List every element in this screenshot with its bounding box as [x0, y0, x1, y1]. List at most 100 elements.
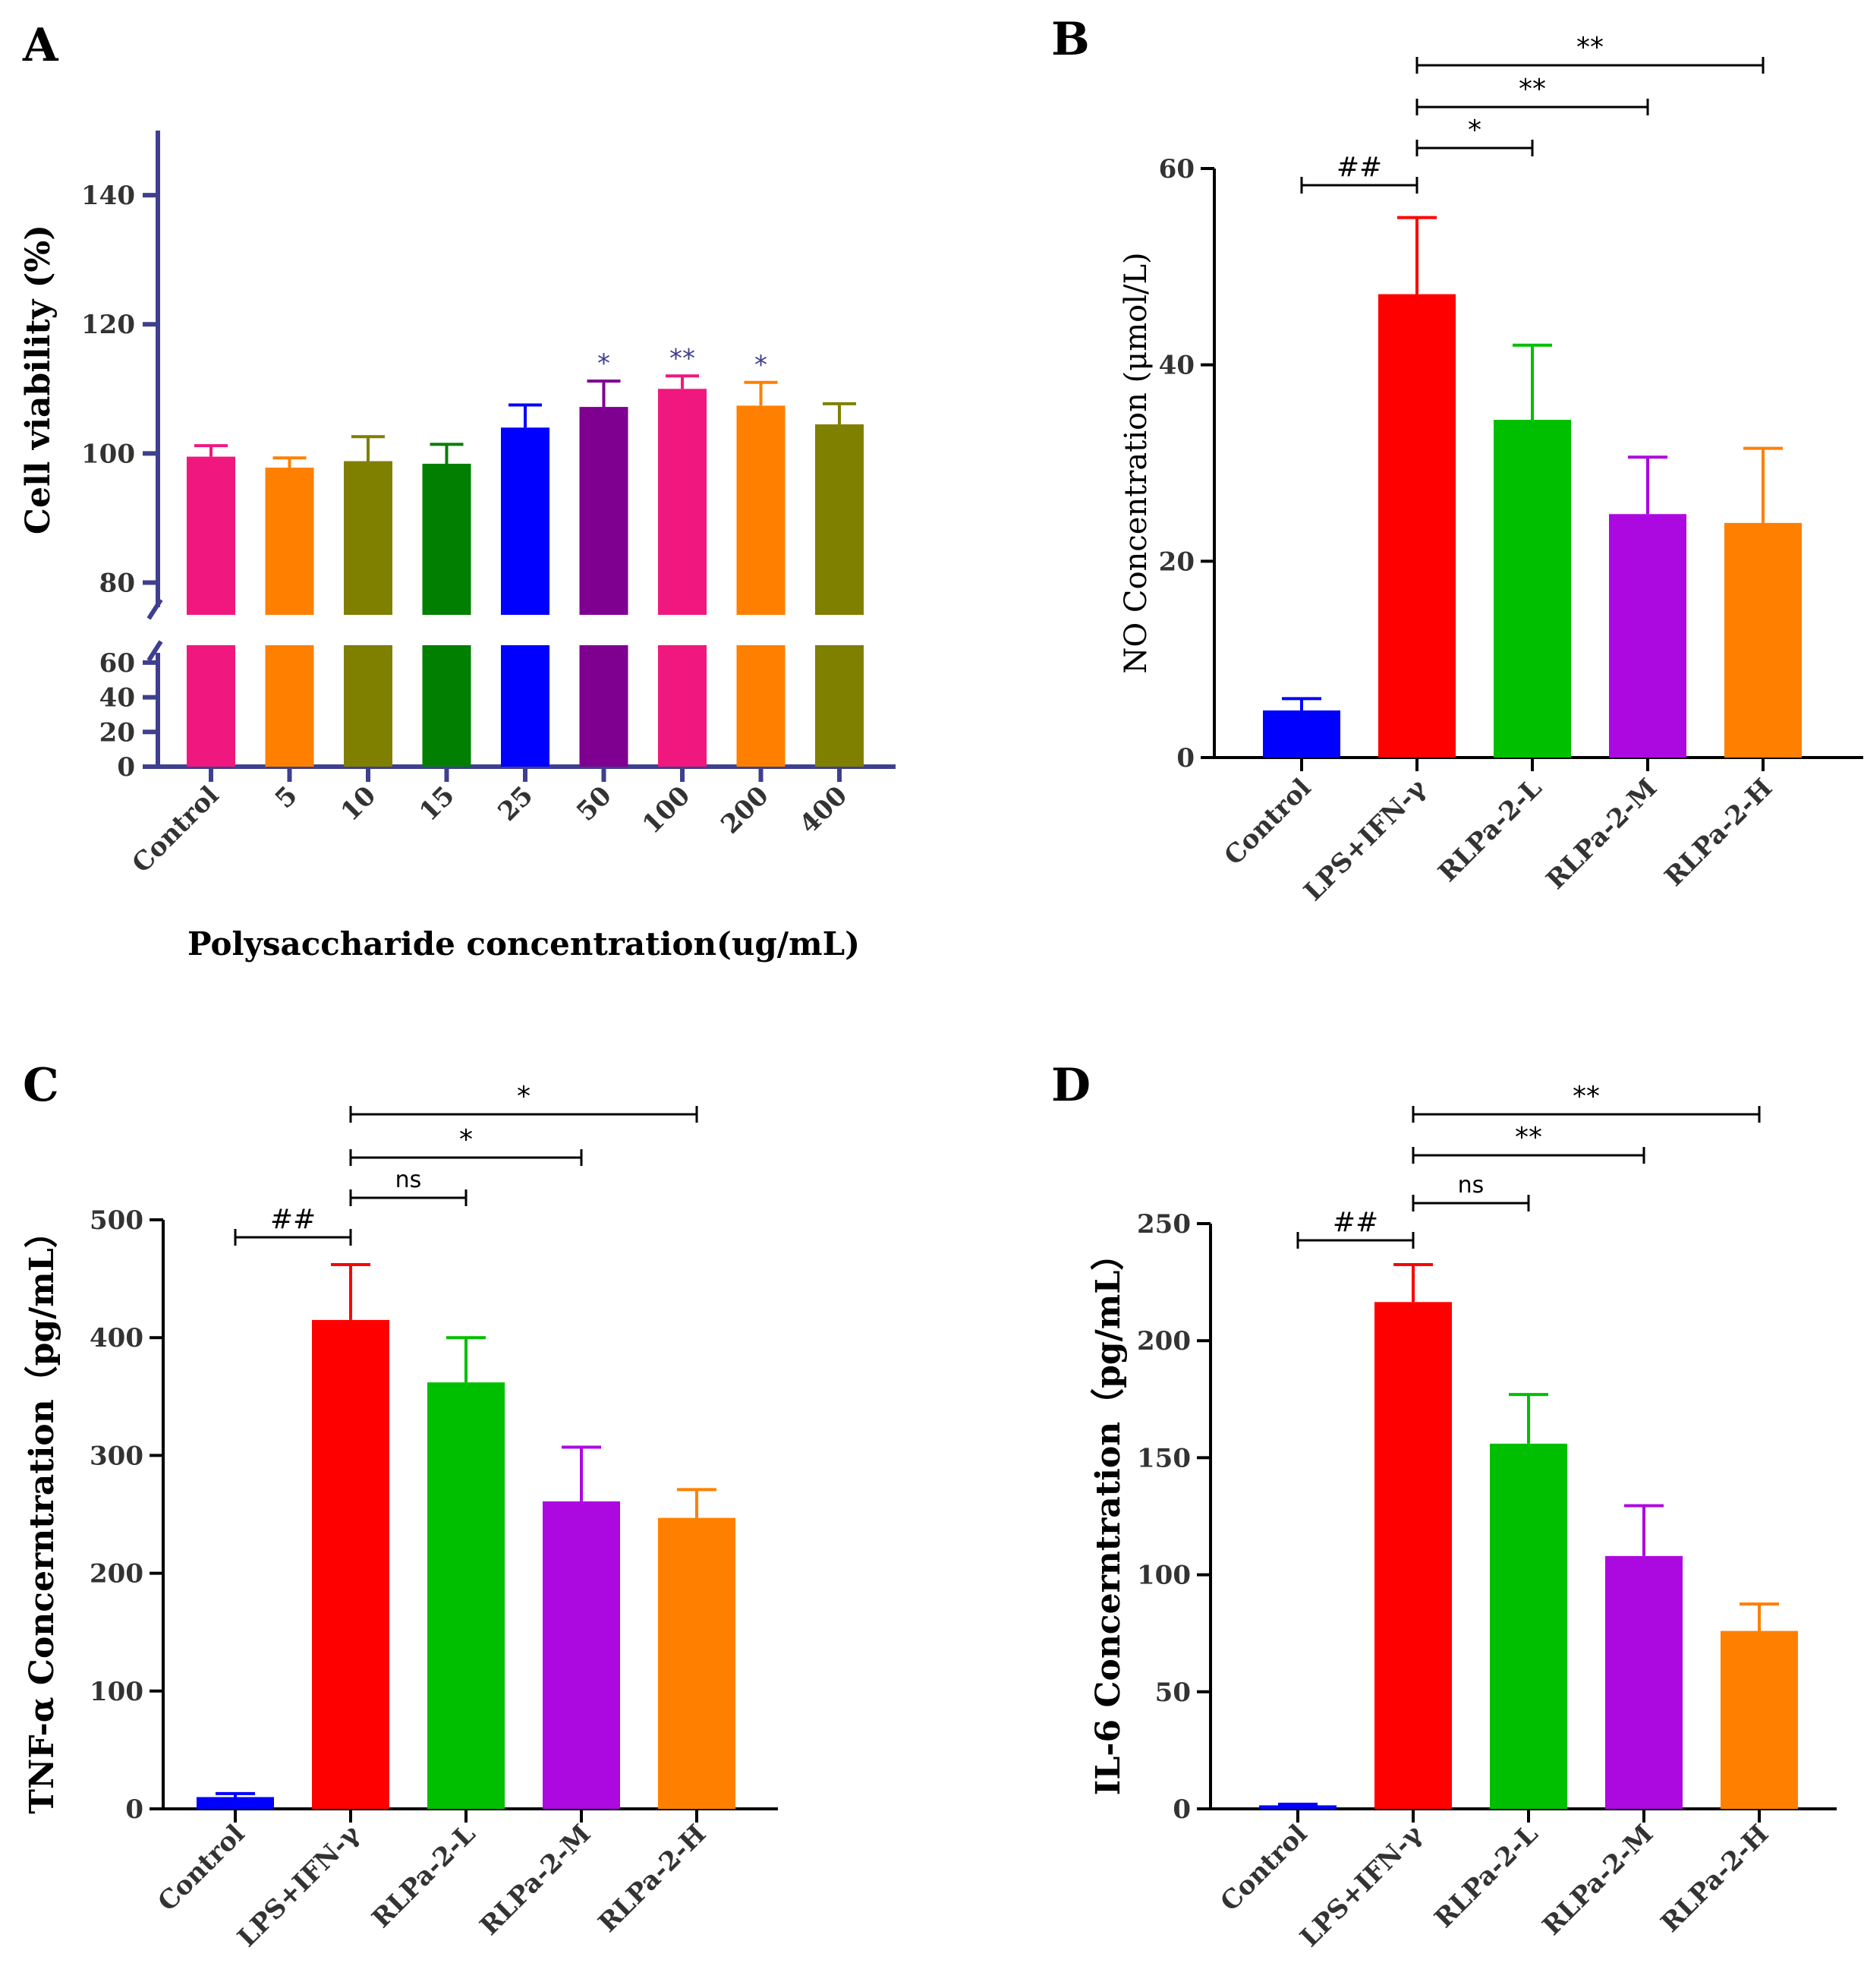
bar — [1721, 1630, 1798, 1809]
x-tick-label: 25 — [493, 780, 540, 827]
significance-label: ** — [1573, 1081, 1600, 1112]
x-tick-label: 400 — [794, 780, 853, 840]
x-tick-label: RLPa-2-L — [367, 1819, 482, 1934]
panel-letter-b: B — [1051, 13, 1090, 66]
y-tick-label: 120 — [81, 310, 135, 340]
bar-upper — [501, 427, 549, 615]
bar — [1259, 1805, 1337, 1809]
y-axis-label: TNF-α Concerntration（pg/mL） — [23, 1215, 61, 1813]
bar — [1724, 522, 1802, 758]
x-tick-label: Control — [1214, 1819, 1313, 1917]
panel-letter-d: D — [1051, 1059, 1091, 1112]
x-tick-label: 50 — [571, 780, 618, 827]
bar-upper — [344, 461, 392, 615]
bar — [543, 1501, 620, 1809]
x-tick-label: 15 — [414, 780, 461, 827]
panel-letter-a: A — [22, 19, 59, 72]
y-tick-label: 20 — [1159, 547, 1195, 577]
bar — [658, 1517, 735, 1809]
y-tick-label: 200 — [90, 1559, 143, 1589]
x-tick-label: 100 — [637, 780, 696, 840]
y-tick-label: 40 — [99, 683, 135, 714]
y-axis-label: NO Concentration (μmol/L) — [1119, 252, 1154, 673]
bar-lower — [501, 645, 549, 767]
significance-label: * — [517, 1081, 531, 1112]
significance-label: ## — [270, 1204, 316, 1235]
x-tick-label: 200 — [715, 780, 774, 840]
bar-upper — [422, 463, 471, 615]
x-axis-label: Polysaccharide concentration(ug/mL) — [187, 925, 860, 962]
y-tick-label: 150 — [1137, 1443, 1191, 1473]
significance-label: ns — [1458, 1172, 1485, 1199]
y-tick-label: 500 — [90, 1205, 143, 1236]
significance-label: ** — [1519, 74, 1546, 105]
y-tick-label: 60 — [1159, 154, 1195, 184]
y-tick-label: 0 — [117, 752, 135, 783]
bar — [312, 1319, 389, 1809]
bar — [1609, 514, 1686, 758]
bar-lower — [187, 645, 235, 767]
x-tick-label: Control — [1218, 773, 1317, 871]
significance-label: ** — [669, 343, 695, 373]
significance-label: ** — [1576, 32, 1604, 63]
y-tick-label: 100 — [1137, 1561, 1191, 1591]
bar-lower — [265, 645, 314, 767]
y-tick-label: 60 — [99, 648, 135, 679]
significance-label: * — [459, 1124, 473, 1155]
x-tick-label: RLPa-2-H — [1655, 1819, 1775, 1939]
significance-label: * — [754, 350, 767, 380]
significance-label: ns — [395, 1167, 422, 1193]
x-tick-label: LPS+IFN-γ — [1294, 1819, 1428, 1953]
panel-letter-c: C — [23, 1059, 59, 1112]
bar — [1490, 1443, 1567, 1809]
x-tick-label: RLPa-2-L — [1429, 1819, 1544, 1934]
bar-lower — [579, 645, 628, 767]
y-tick-label: 100 — [90, 1677, 143, 1707]
bar — [197, 1797, 274, 1809]
y-tick-label: 0 — [1173, 1794, 1191, 1825]
bar — [427, 1382, 505, 1809]
y-tick-label: 40 — [1159, 351, 1195, 381]
y-tick-label: 0 — [1176, 743, 1195, 773]
axis-break-mark — [146, 598, 163, 620]
y-tick-label: 140 — [81, 181, 135, 211]
x-tick-label: Control — [152, 1819, 250, 1917]
bar-upper — [265, 468, 314, 615]
bar-upper — [736, 405, 786, 615]
y-axis-label: IL-6 Concerntration（pg/mL） — [1089, 1237, 1128, 1796]
bar — [1378, 294, 1456, 758]
x-tick-label: RLPa-2-M — [1541, 773, 1663, 895]
bar-lower — [422, 645, 471, 767]
x-tick-label: RLPa-2-H — [593, 1819, 713, 1939]
x-tick-label: 10 — [335, 780, 383, 827]
y-tick-label: 100 — [81, 439, 135, 469]
y-tick-label: 200 — [1137, 1326, 1191, 1356]
y-tick-label: 0 — [125, 1794, 143, 1825]
x-tick-label: Control — [126, 780, 225, 879]
y-tick-label: 400 — [90, 1323, 143, 1353]
bar-upper — [815, 424, 864, 615]
significance-label: * — [1468, 115, 1481, 146]
y-tick-label: 80 — [99, 568, 135, 598]
bar-upper — [579, 407, 628, 615]
x-tick-label: RLPa-2-H — [1659, 773, 1779, 893]
bar — [1263, 710, 1340, 758]
y-axis-label: Cell viability (%) — [19, 225, 58, 534]
bar-lower — [344, 645, 392, 767]
y-tick-label: 250 — [1137, 1209, 1191, 1240]
axis-break-mark — [146, 640, 163, 662]
y-tick-label: 50 — [1155, 1678, 1191, 1708]
significance-label: ## — [1333, 1207, 1378, 1238]
bar — [1494, 420, 1571, 758]
significance-label: ** — [1515, 1122, 1542, 1153]
bar-lower — [736, 645, 786, 767]
x-tick-label: RLPa-2-M — [1537, 1819, 1659, 1941]
x-tick-label: RLPa-2-M — [474, 1819, 597, 1941]
bar-upper — [658, 389, 707, 615]
bar-lower — [658, 645, 707, 767]
